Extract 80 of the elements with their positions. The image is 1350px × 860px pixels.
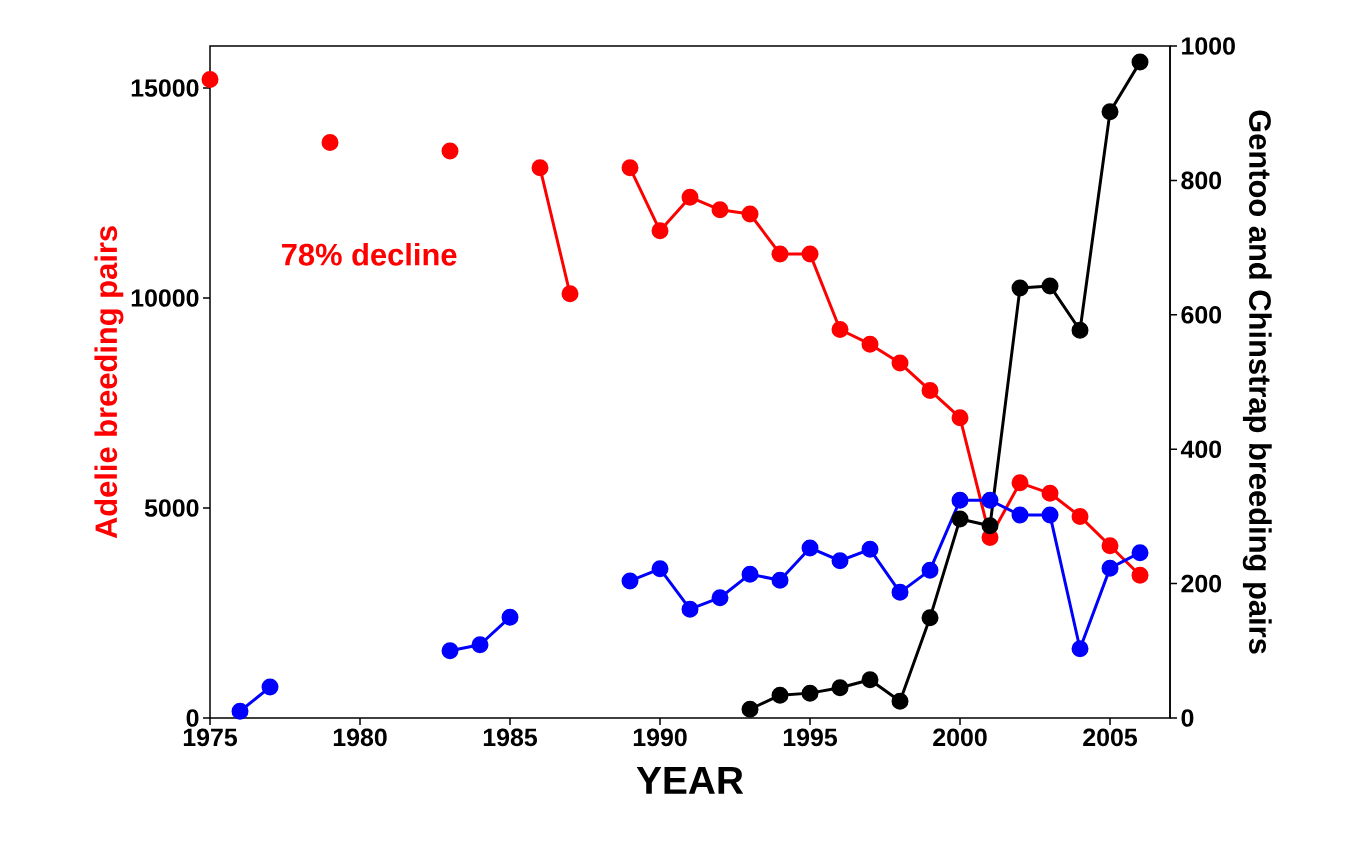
point bbox=[441, 142, 459, 160]
point bbox=[891, 583, 909, 601]
point bbox=[1071, 507, 1089, 525]
y-axis-title: Adelie breeding pairs bbox=[94, 226, 124, 539]
point bbox=[561, 285, 579, 303]
point bbox=[711, 589, 729, 607]
point bbox=[981, 491, 999, 509]
point bbox=[801, 684, 819, 702]
y2-tick-label: 600 bbox=[1181, 305, 1222, 324]
point bbox=[831, 679, 849, 697]
point bbox=[921, 381, 939, 399]
point bbox=[921, 561, 939, 579]
point bbox=[651, 222, 669, 240]
point bbox=[951, 510, 969, 528]
y2-tick-label: 1000 bbox=[1182, 37, 1235, 55]
point bbox=[501, 608, 519, 626]
point bbox=[951, 409, 969, 427]
y-tick-label: 0 bbox=[186, 709, 199, 727]
point bbox=[861, 671, 879, 689]
y-tick-label: 5000 bbox=[144, 499, 199, 517]
point bbox=[951, 491, 969, 509]
x-tick-label: 1980 bbox=[333, 728, 387, 747]
point bbox=[681, 188, 699, 206]
point bbox=[1101, 559, 1119, 577]
point bbox=[1131, 566, 1149, 584]
point bbox=[681, 600, 699, 618]
point bbox=[441, 642, 459, 660]
point bbox=[1011, 506, 1029, 524]
y-tick-label: 10000 bbox=[131, 289, 199, 307]
x-tick-label: 2000 bbox=[933, 728, 987, 747]
point bbox=[1011, 279, 1029, 297]
point bbox=[1011, 474, 1029, 492]
x-tick-label: 1975 bbox=[183, 728, 237, 747]
point bbox=[1071, 321, 1089, 339]
point bbox=[1101, 103, 1119, 121]
y2-axis-title: Gentoo and Chinstrap breeding pairs bbox=[1242, 110, 1272, 654]
y2-tick-label: 800 bbox=[1181, 171, 1222, 190]
x-tick-label: 2005 bbox=[1083, 728, 1138, 747]
y-tick-label: 15000 bbox=[131, 79, 199, 97]
x-tick-label: 1995 bbox=[783, 728, 838, 747]
point bbox=[711, 201, 729, 219]
point bbox=[891, 354, 909, 372]
x-tick-label: 1985 bbox=[483, 728, 537, 747]
point bbox=[891, 692, 909, 710]
annotation: 78% decline bbox=[282, 242, 457, 266]
point bbox=[801, 539, 819, 557]
point bbox=[861, 335, 879, 353]
point bbox=[831, 552, 849, 570]
point bbox=[981, 517, 999, 535]
point bbox=[621, 572, 639, 590]
point bbox=[771, 245, 789, 263]
point bbox=[1041, 506, 1059, 524]
point bbox=[471, 636, 489, 654]
point bbox=[1131, 53, 1149, 71]
point bbox=[1041, 277, 1059, 295]
point bbox=[651, 560, 669, 578]
point bbox=[201, 71, 219, 89]
point bbox=[231, 702, 249, 720]
point bbox=[1071, 640, 1089, 658]
point bbox=[861, 540, 879, 558]
point bbox=[621, 159, 639, 177]
point bbox=[531, 159, 549, 177]
point bbox=[261, 678, 279, 696]
point bbox=[1041, 484, 1059, 502]
x-axis-title: YEAR bbox=[636, 766, 744, 794]
point bbox=[741, 205, 759, 223]
point bbox=[771, 571, 789, 589]
point bbox=[771, 686, 789, 704]
point bbox=[921, 609, 939, 627]
point bbox=[831, 321, 849, 338]
y2-tick-label: 0 bbox=[1181, 709, 1194, 727]
point bbox=[741, 565, 759, 583]
y2-tick-label: 200 bbox=[1181, 574, 1222, 593]
point bbox=[321, 134, 339, 152]
point bbox=[801, 245, 819, 263]
point bbox=[741, 700, 759, 718]
point bbox=[1131, 544, 1149, 562]
x-tick-label: 1990 bbox=[633, 728, 687, 747]
y2-tick-label: 400 bbox=[1180, 440, 1222, 459]
point bbox=[1101, 537, 1119, 555]
